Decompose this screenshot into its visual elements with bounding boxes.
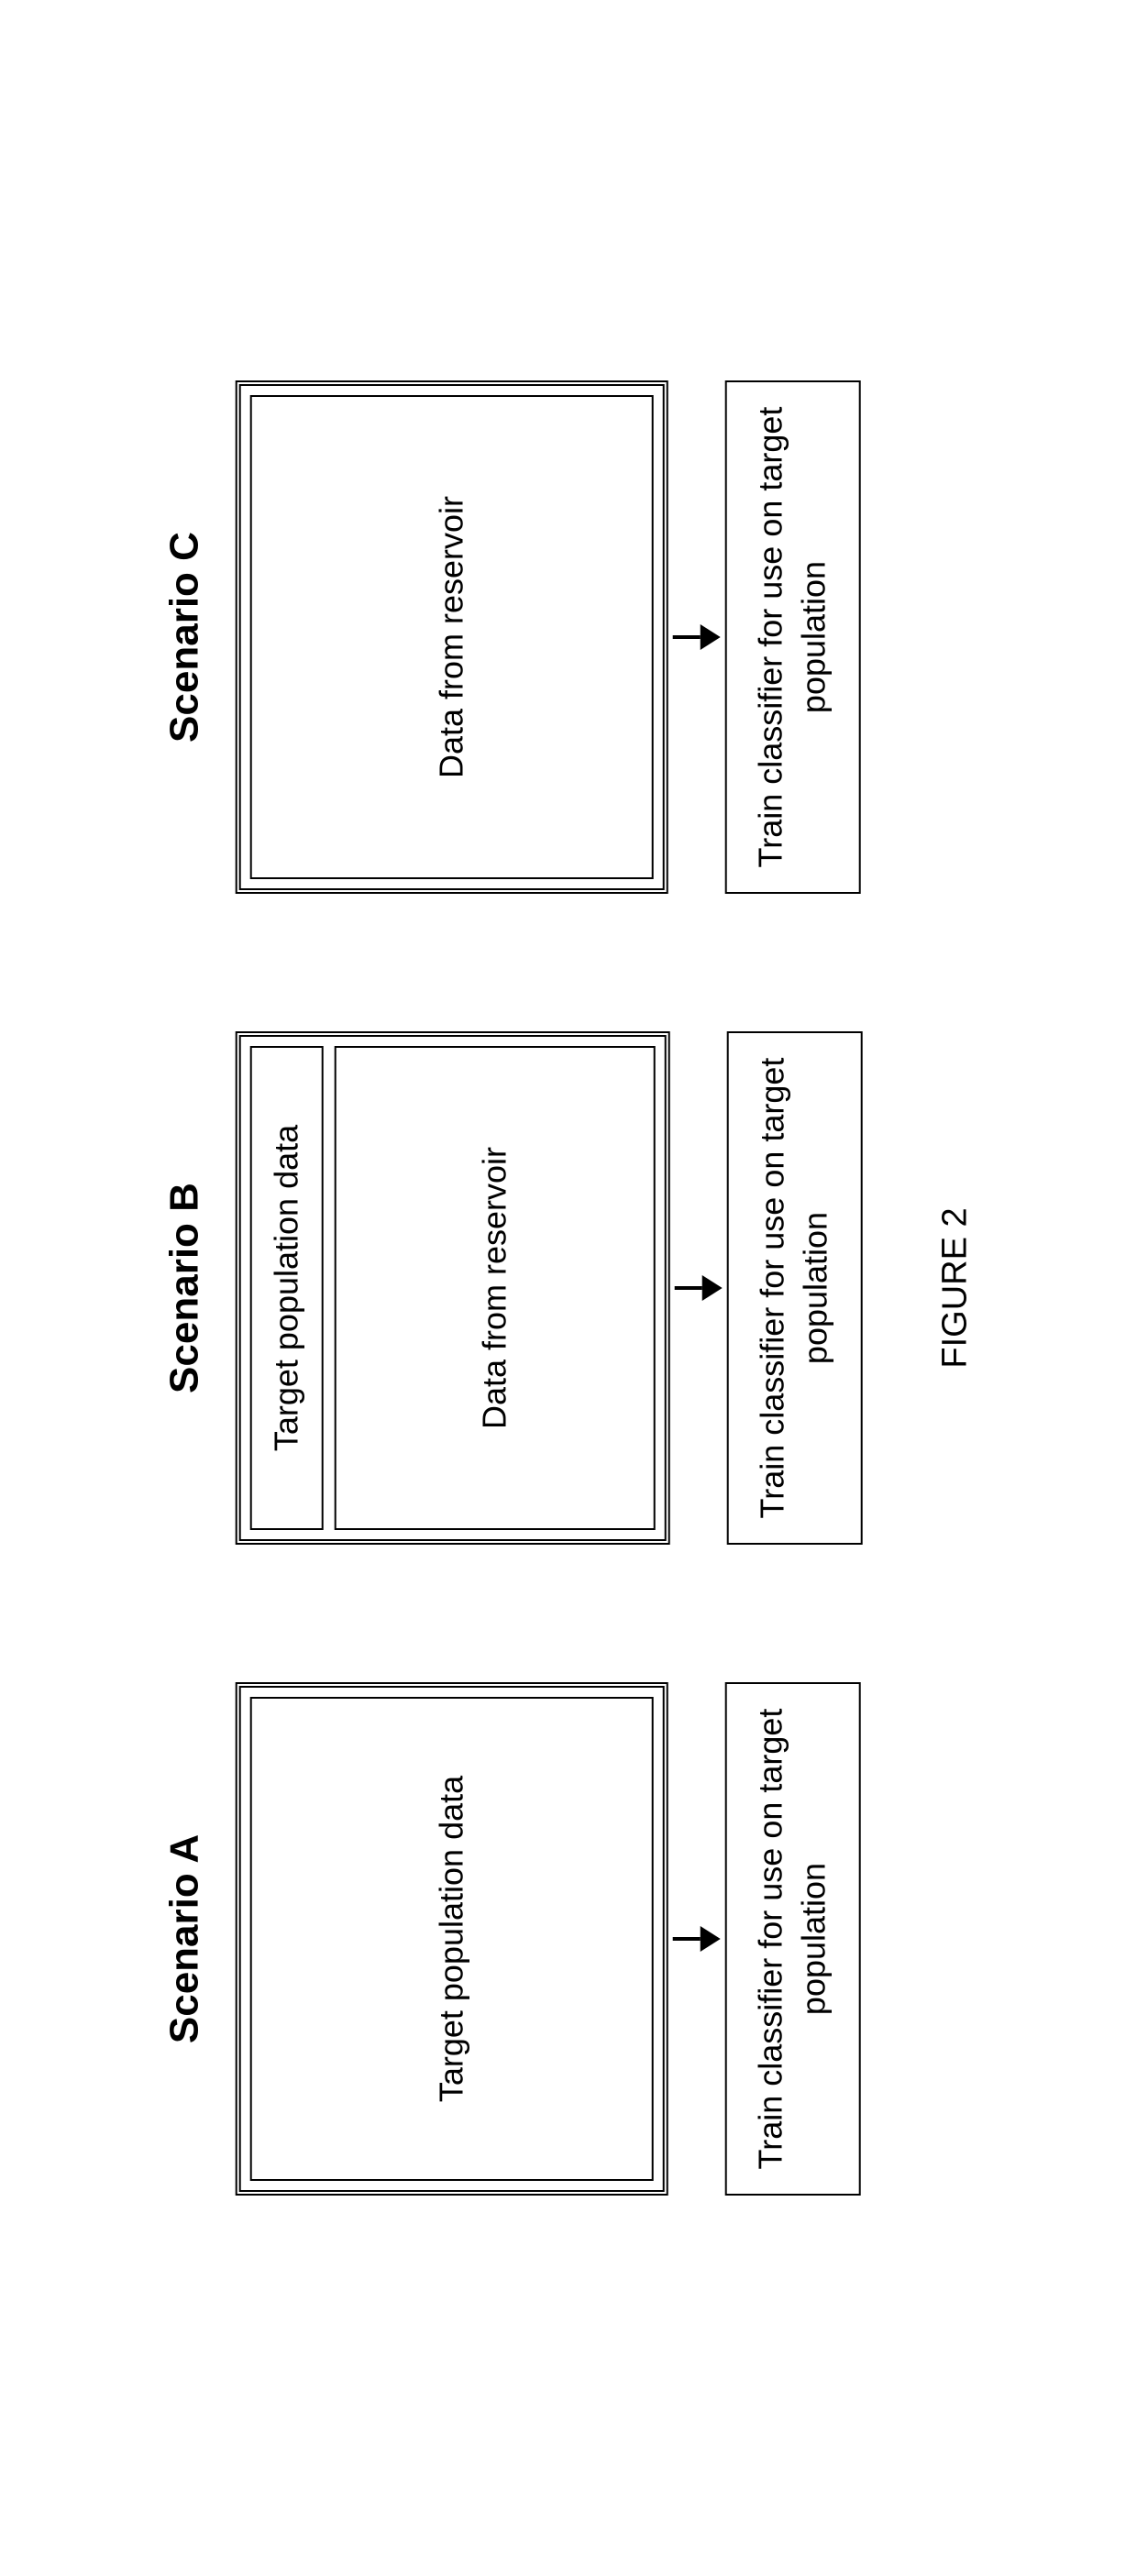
scenario-b-classifier: Train classifier for use on target popul… — [727, 1031, 863, 1545]
scenario-b: Scenario B Target population data Data f… — [162, 1031, 863, 1545]
figure-container: Scenario A Target population data Train … — [162, 380, 976, 2196]
scenario-b-title: Scenario B — [162, 1183, 208, 1393]
scenario-a-classifier: Train classifier for use on target popul… — [725, 1682, 861, 2196]
arrow-icon — [673, 624, 721, 650]
scenario-c-classifier: Train classifier for use on target popul… — [725, 380, 861, 894]
scenario-b-box-1: Target population data — [250, 1046, 324, 1530]
scenario-c: Scenario C Data from reservoir Train cla… — [162, 380, 861, 894]
arrow-icon — [673, 1926, 721, 1952]
scenario-b-outer-box: Target population data Data from reservo… — [236, 1031, 670, 1545]
scenario-a: Scenario A Target population data Train … — [162, 1682, 861, 2196]
figure-label: FIGURE 2 — [935, 380, 975, 2196]
scenario-c-title: Scenario C — [162, 532, 208, 743]
main-wrapper: Scenario A Target population data Train … — [162, 380, 976, 2196]
scenario-b-box-2: Data from reservoir — [335, 1046, 656, 1530]
scenario-a-title: Scenario A — [162, 1834, 208, 2043]
scenario-a-box-1: Target population data — [250, 1697, 654, 2181]
scenario-c-outer-box: Data from reservoir — [236, 380, 668, 894]
scenario-a-outer-box: Target population data — [236, 1682, 668, 2196]
scenario-c-box-1: Data from reservoir — [250, 395, 654, 879]
arrow-icon — [675, 1275, 723, 1301]
scenarios-row: Scenario A Target population data Train … — [162, 380, 863, 2196]
